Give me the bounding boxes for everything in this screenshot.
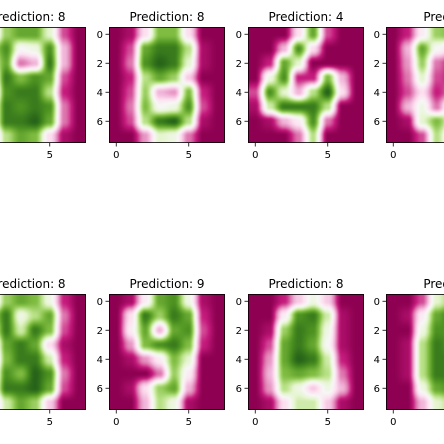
x-tick-label: 0: [113, 150, 119, 161]
y-tick-label: 6: [97, 384, 103, 395]
y-tick-label: 0: [374, 297, 380, 308]
y-tick-label: 4: [97, 355, 103, 366]
x-tick-label: 0: [113, 417, 119, 428]
y-tick-label: 2: [236, 326, 242, 337]
y-tick-label: 6: [374, 117, 380, 128]
heatmap-image: [248, 294, 364, 410]
y-tick-label: 6: [236, 117, 242, 128]
y-tick-label: 0: [97, 30, 103, 41]
prediction-panel: Prediction: 8 0 5 0 2 4 6: [97, 10, 225, 161]
axes-frame: [386, 294, 444, 410]
panel-title: Prediction: 9: [129, 277, 204, 291]
panel-title: Predict: [423, 10, 444, 24]
prediction-panel: Prediction: 8 5: [0, 10, 86, 161]
prediction-panel: Predict 0 0 2 4 6: [374, 277, 444, 428]
axes-frame: [386, 27, 444, 143]
y-tick-label: 0: [97, 297, 103, 308]
y-tick-label: 0: [236, 30, 242, 41]
y-tick-label: 2: [97, 326, 103, 337]
y-tick-label: 2: [374, 59, 380, 70]
y-tick-label: 0: [374, 30, 380, 41]
prediction-panel: Prediction: 9 0 5 0 2 4 6: [97, 277, 225, 428]
heatmap-image: [386, 294, 444, 410]
prediction-panel: Predict 0 0 2 4 6: [374, 10, 444, 161]
heatmap-image: [386, 27, 444, 143]
axes-frame: [248, 294, 364, 410]
axes-frame: [109, 27, 225, 143]
panel-title: Prediction: 8: [0, 10, 66, 24]
x-tick-label: 5: [47, 417, 53, 428]
heatmap-image: [0, 27, 86, 143]
x-tick-label: 0: [252, 417, 258, 428]
x-tick-label: 5: [325, 150, 331, 161]
axes-frame: [0, 294, 86, 410]
heatmap-image: [0, 294, 86, 410]
y-tick-label: 6: [97, 117, 103, 128]
x-tick-label: 0: [390, 417, 396, 428]
panel-title: Prediction: 4: [268, 10, 343, 24]
y-tick-label: 6: [374, 384, 380, 395]
panel-title: Prediction: 8: [0, 277, 66, 291]
x-tick-label: 0: [390, 150, 396, 161]
y-tick-label: 2: [97, 59, 103, 70]
x-tick-label: 5: [47, 150, 53, 161]
x-tick-label: 5: [325, 417, 331, 428]
heatmap-image: [109, 294, 225, 410]
y-tick-label: 6: [236, 384, 242, 395]
y-tick-label: 4: [97, 88, 103, 99]
y-tick-label: 4: [374, 88, 380, 99]
panel-title: Predict: [423, 277, 444, 291]
x-tick-label: 5: [186, 417, 192, 428]
panel-title: Prediction: 8: [129, 10, 204, 24]
prediction-panel: Prediction: 8 5: [0, 277, 86, 428]
prediction-panel: Prediction: 8 0 5 0 2 4 6: [236, 277, 364, 428]
axes-frame: [0, 27, 86, 143]
y-tick-label: 0: [236, 297, 242, 308]
x-tick-label: 0: [252, 150, 258, 161]
panel-title: Prediction: 8: [268, 277, 343, 291]
y-tick-label: 2: [374, 326, 380, 337]
y-tick-label: 4: [374, 355, 380, 366]
y-tick-label: 2: [236, 59, 242, 70]
heatmap-image: [248, 27, 364, 143]
heatmap-image: [109, 27, 225, 143]
prediction-panel: Prediction: 4 0 5 0 2 4 6: [236, 10, 364, 161]
y-tick-label: 4: [236, 88, 242, 99]
axes-frame: [248, 27, 364, 143]
axes-frame: [109, 294, 225, 410]
x-tick-label: 5: [186, 150, 192, 161]
y-tick-label: 4: [236, 355, 242, 366]
